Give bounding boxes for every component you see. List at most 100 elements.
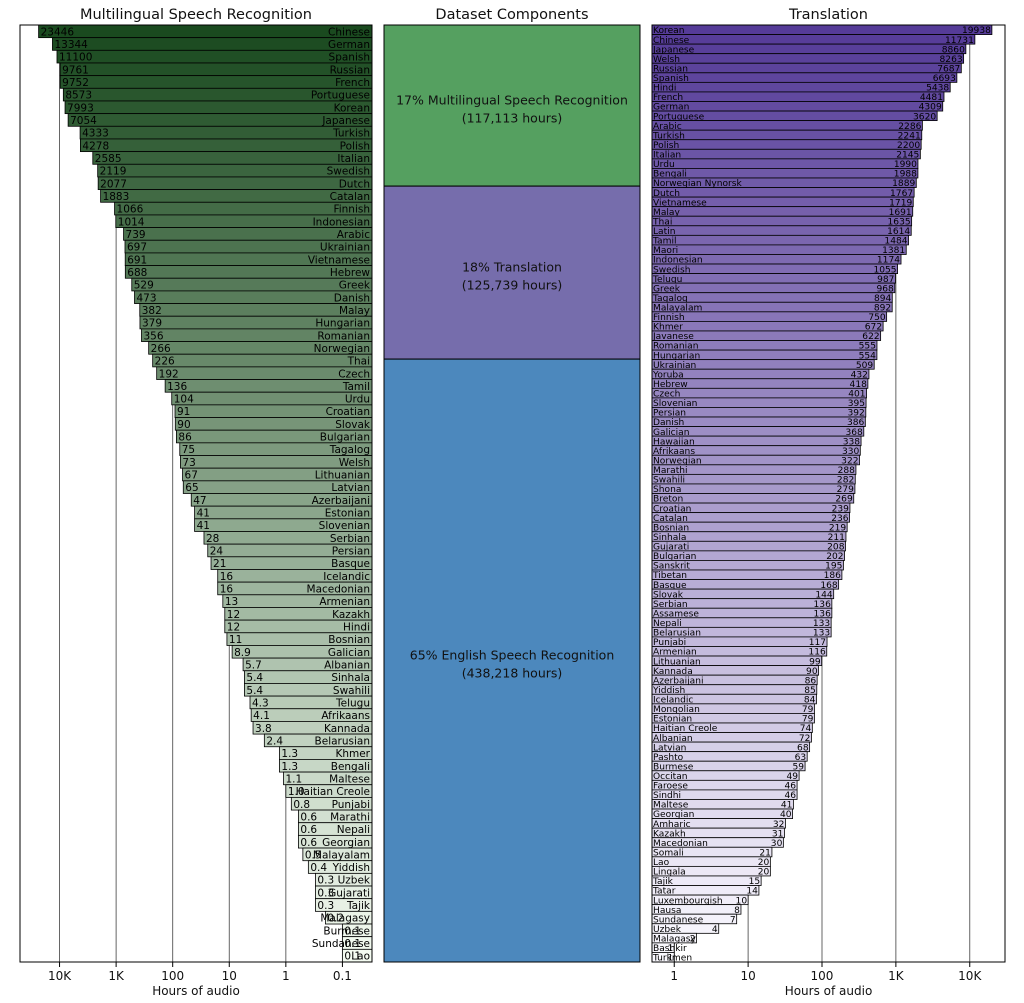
translation-value-label: 49 [787, 772, 799, 782]
translation-bar-finnish [651, 311, 888, 322]
translation-bar-spanish [651, 72, 958, 83]
asr-bar-french [59, 75, 373, 89]
translation-value-label: 418 [850, 380, 868, 390]
translation-bar-bengali [651, 168, 919, 179]
asr-bar-greek [131, 277, 373, 292]
translation-bar-chinese [651, 34, 976, 45]
translation-value-label: 86 [805, 676, 817, 686]
asr-value-label: 0.6 [300, 811, 317, 823]
asr-value-label: 1014 [118, 216, 145, 228]
asr-category-label: Korean [334, 102, 370, 114]
translation-value-label: 622 [862, 332, 879, 342]
translation-value-label: 509 [856, 361, 874, 371]
asr-bar-russian [59, 62, 373, 77]
component-hours-label: (438,218 hours) [462, 666, 563, 681]
translation-category-label: Belarusian [653, 629, 701, 639]
translation-value-label: 15 [749, 877, 761, 887]
asr-category-label: Kazakh [332, 609, 370, 621]
asr-value-label: 688 [127, 267, 147, 279]
asr-category-label: Chinese [328, 26, 370, 38]
translation-category-label: Basque [653, 581, 687, 591]
asr-value-label: 13 [225, 596, 238, 608]
translation-value-label: 5438 [926, 84, 949, 94]
asr-plot-frame [19, 24, 373, 963]
asr-category-label: Serbian [330, 533, 370, 545]
asr-category-label: Ukrainian [320, 242, 370, 254]
translation-value-label: 30 [771, 839, 783, 849]
translation-category-label: Afrikaans [653, 447, 695, 457]
asr-value-label: 266 [151, 343, 171, 355]
translation-category-label: Ukrainian [653, 361, 696, 371]
translation-value-label: 1990 [894, 160, 917, 170]
component-hours-label: (125,739 hours) [462, 278, 563, 293]
asr-category-label: Persian [332, 546, 370, 558]
translation-category-label: Thai [652, 217, 672, 227]
asr-value-label: 3.8 [255, 723, 272, 735]
translation-category-label: Mongolian [653, 705, 700, 715]
translation-value-label: 1635 [888, 217, 911, 227]
translation-value-label: 195 [825, 562, 842, 572]
translation-value-label: 90 [806, 667, 818, 677]
asr-value-label: 8573 [65, 90, 92, 102]
asr-category-label: Galician [328, 647, 370, 659]
translation-value-label: 31 [772, 829, 784, 839]
translation-value-label: 117 [809, 638, 826, 648]
translation-category-label: Tibetan [652, 571, 687, 581]
asr-value-label: 2585 [95, 153, 122, 165]
translation-value-label: 14 [746, 887, 758, 897]
asr-value-label: 382 [142, 305, 162, 317]
translation-value-label: 2 [690, 935, 696, 945]
translation-bar-maori [651, 244, 907, 255]
translation-bar-russian [651, 62, 962, 74]
translation-category-label: Occitan [653, 772, 688, 782]
asr-value-label: 356 [143, 330, 163, 342]
asr-value-label: 691 [127, 254, 147, 266]
translation-value-label: 236 [831, 514, 849, 524]
asr-value-label: 529 [134, 280, 154, 292]
translation-category-label: Yiddish [652, 686, 685, 696]
asr-value-label: 697 [127, 242, 147, 254]
translation-category-label: Assamese [653, 609, 699, 619]
translation-x-axis: 1 10 100 1K 10K Hours of audio [670, 962, 982, 998]
asr-category-label: Basque [331, 558, 370, 570]
translation-bar-hindi [651, 81, 951, 93]
asr-category-label: Albanian [324, 659, 370, 671]
translation-category-label: Tatar [652, 887, 676, 897]
translation-value-label: 386 [847, 418, 865, 428]
asr-bar-urdu [171, 391, 373, 406]
translation-category-label: Pashto [653, 753, 684, 763]
translation-category-label: Estonian [653, 715, 692, 725]
translation-category-label: Dutch [653, 189, 680, 199]
translation-value-label: 20 [758, 868, 770, 878]
translation-bar-tagalog [651, 292, 893, 303]
translation-value-label: 116 [808, 648, 826, 658]
asr-value-label: 0.3 [317, 900, 334, 912]
translation-value-label: 10 [736, 896, 748, 906]
asr-category-label: Turkish [332, 128, 370, 140]
asr-tick-label: 0.1 [333, 969, 352, 983]
translation-category-label: Uzbek [653, 925, 682, 935]
asr-value-label: 473 [137, 292, 157, 304]
asr-category-label: Hebrew [330, 267, 371, 279]
component-label: 17% Multilingual Speech Recognition [396, 93, 628, 108]
asr-value-label: 16 [220, 571, 234, 583]
translation-category-label: Sindhi [653, 791, 681, 801]
asr-bar-chinese [38, 24, 373, 39]
asr-category-label: Welsh [339, 457, 370, 469]
translation-category-label: Urdu [653, 160, 675, 170]
asr-bar-italian [92, 151, 373, 165]
asr-value-label: 9761 [62, 64, 89, 76]
translation-category-label: Portuguese [653, 112, 705, 122]
translation-bar-italian [651, 148, 921, 160]
translation-value-label: 168 [820, 581, 838, 591]
asr-bar-thai [152, 353, 373, 368]
translation-bar-japanese [651, 43, 967, 55]
translation-value-label: 19938 [962, 26, 991, 36]
translation-value-label: 288 [838, 466, 856, 476]
translation-category-label: Macedonian [653, 839, 708, 849]
asr-value-label: 0.1 [344, 938, 361, 950]
asr-category-label: Spanish [329, 52, 370, 64]
asr-value-label: 41 [197, 508, 210, 520]
asr-category-label: Uzbek [338, 875, 371, 887]
